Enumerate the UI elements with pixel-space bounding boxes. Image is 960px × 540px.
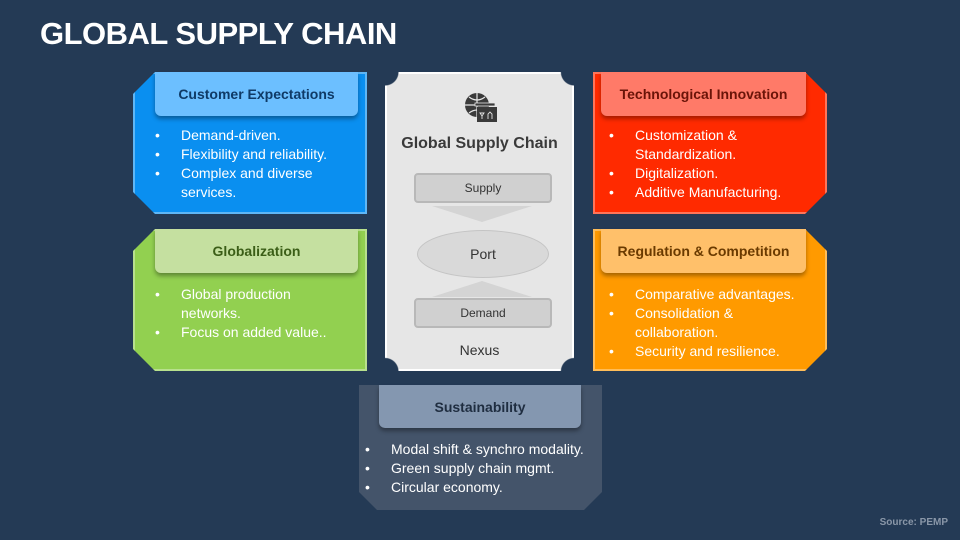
panel-heading: Sustainability	[379, 385, 581, 428]
slide-title: GLOBAL SUPPLY CHAIN	[40, 16, 397, 51]
up-arrow	[432, 281, 532, 297]
source-note: Source: PEMP	[879, 517, 948, 528]
bullet: Digitalization.	[609, 164, 809, 183]
panel-customer-expectations: Customer Expectations Demand-driven. Fle…	[133, 72, 367, 214]
panel-regulation-competition: Regulation & Competition Comparative adv…	[593, 229, 827, 371]
globe-cargo-icon	[465, 93, 497, 122]
center-card: Global Supply Chain Supply Port Demand N…	[385, 72, 574, 371]
demand-box: Demand	[414, 298, 552, 328]
bullet: Complex and diverse services.	[155, 164, 365, 202]
panel-globalization: Globalization Global production networks…	[133, 229, 367, 371]
bullet: Focus on added value..	[155, 323, 335, 342]
center-title: Global Supply Chain	[401, 135, 558, 152]
bullet: Additive Manufacturing.	[609, 183, 809, 202]
panel-technological-innovation: Technological Innovation Customization &…	[593, 72, 827, 214]
bullet: Security and resilience.	[609, 342, 819, 361]
panel-heading: Globalization	[155, 229, 358, 273]
bullet: Modal shift & synchro modality.	[365, 440, 600, 459]
panel-heading: Technological Innovation	[601, 72, 806, 116]
port-ellipse: Port	[417, 230, 549, 278]
bullet: Flexibility and reliability.	[155, 145, 365, 164]
bullet: Demand-driven.	[155, 126, 365, 145]
bullet: Circular economy.	[365, 478, 600, 497]
panel-heading: Customer Expectations	[155, 72, 358, 116]
down-arrow	[432, 206, 532, 222]
bullet: Global production networks.	[155, 285, 335, 323]
bullet: Consolidation & collaboration.	[609, 304, 819, 342]
bullet: Green supply chain mgmt.	[365, 459, 600, 478]
panel-sustainability: Sustainability Modal shift & synchro mod…	[359, 385, 602, 510]
panel-heading: Regulation & Competition	[601, 229, 806, 273]
bullet: Comparative advantages.	[609, 285, 819, 304]
bullet: Customization & Standardization.	[609, 126, 809, 164]
supply-box: Supply	[414, 173, 552, 203]
nexus-label: Nexus	[459, 342, 500, 358]
